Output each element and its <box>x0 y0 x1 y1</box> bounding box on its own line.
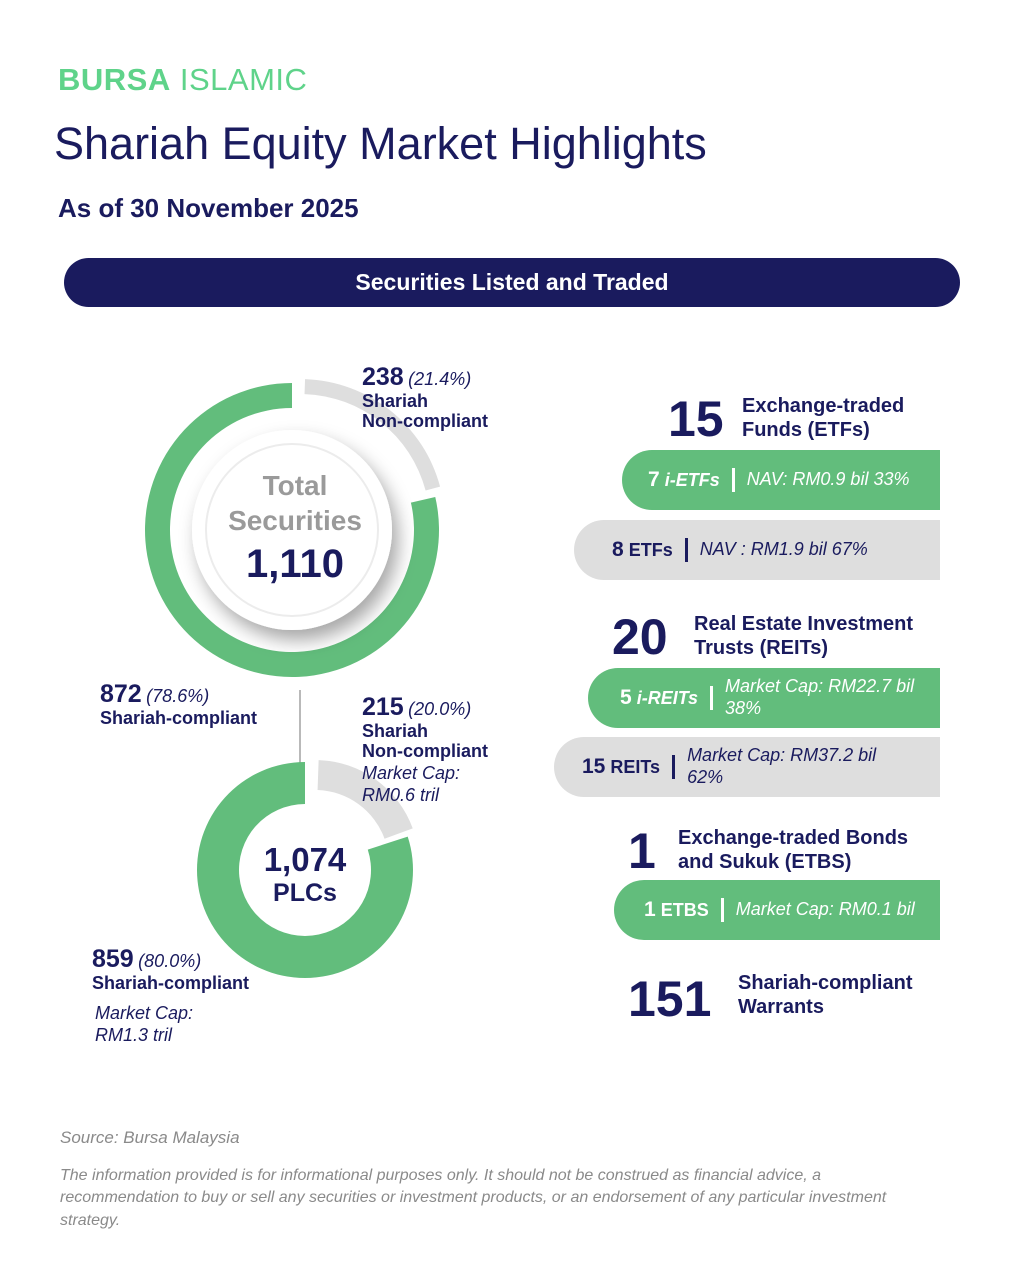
total-value: 1,110 <box>246 542 344 586</box>
source-note: Source: Bursa Malaysia <box>60 1128 240 1147</box>
reits-divider <box>672 755 676 779</box>
reits-detail-1: Market Cap: RM37.2 bil <box>687 745 877 766</box>
donut2-noncompliant-cap-2: RM0.6 tril <box>362 785 440 806</box>
donut2-compliant-label-text: Shariah-compliant <box>92 973 250 993</box>
reits-unit: REITs <box>610 756 661 777</box>
donut1-noncompliant-label: 238 (21.4%) Shariah Non-compliant <box>362 363 488 432</box>
warrants-label-1: Shariah-compliant <box>738 972 913 994</box>
reit-label-2: Trusts (REITs) <box>694 637 829 659</box>
reit-count: 20 <box>612 609 668 665</box>
donut2-noncompliant-label-2: Non-compliant <box>362 740 488 761</box>
donut2-noncompliant-count: 215 <box>362 693 404 721</box>
etbs-label-1: Exchange-traded Bonds <box>678 827 909 849</box>
etf-label-2: Funds (ETFs) <box>742 419 870 441</box>
total-securities-center-disc <box>192 430 392 630</box>
i-reits-divider <box>710 686 714 710</box>
etfs-pill: 8 ETFs NAV : RM1.9 bil 67% <box>574 520 940 580</box>
etbs-pill: 1 ETBS Market Cap: RM0.1 bil <box>614 880 940 940</box>
donut2-noncompliant-pct: (20.0%) <box>408 699 472 719</box>
etf-label-1: Exchange-traded <box>742 395 905 417</box>
i-reits-pill: 5 i-REITs Market Cap: RM22.7 bil 38% <box>588 668 940 728</box>
donut1-noncompliant-label-2: Non-compliant <box>362 410 488 431</box>
i-reits-num: 5 <box>620 686 632 709</box>
total-securities-center: Total Securities 1,110 <box>195 468 395 590</box>
i-etfs-num: 7 <box>648 468 660 491</box>
donut1-noncompliant-label-1: Shariah <box>362 391 429 411</box>
etf-count: 15 <box>668 391 724 447</box>
donut2-noncompliant-cap-1: Market Cap: <box>362 762 461 783</box>
donut1-compliant-count: 872 <box>100 680 142 708</box>
etbs-divider <box>720 898 724 922</box>
warrants-count: 151 <box>628 971 712 1027</box>
reit-label-1: Real Estate Investment <box>694 613 913 635</box>
etbs-label: Exchange-traded Bonds and Sukuk (ETBS) <box>678 826 908 874</box>
reits-num: 15 <box>582 755 606 778</box>
etbs-num: 1 <box>644 898 656 921</box>
donut2-compliant-count: 859 <box>92 945 134 973</box>
page-title: Shariah Equity Market Highlights <box>54 118 707 169</box>
i-reits-detail-2: 38% <box>725 698 762 718</box>
donut2-noncompliant-slice <box>317 760 413 839</box>
etfs-detail: NAV : RM1.9 bil 67% <box>699 539 868 560</box>
disclaimer: The information provided is for informat… <box>60 1167 887 1229</box>
etfs-num: 8 <box>612 538 624 561</box>
donut2-compliant-pct: (80.0%) <box>138 951 202 971</box>
plcs-value: 1,074 <box>263 841 347 878</box>
reits-detail: Market Cap: RM37.2 bil 62% <box>687 745 876 788</box>
plcs-label: PLCs <box>273 879 337 908</box>
donut1-compliant-label: 872 (78.6%) Shariah-compliant <box>100 680 257 729</box>
donut-charts <box>145 379 441 978</box>
i-reits-detail-1: Market Cap: RM22.7 bil <box>725 676 915 697</box>
donut1-noncompliant-slice <box>304 379 441 491</box>
i-etfs-divider <box>731 468 735 492</box>
donut2-noncompliant-label-1: Shariah <box>362 721 429 741</box>
etfs-divider <box>684 538 688 562</box>
brand-bold-text: BURSA <box>58 62 171 97</box>
donut1-compliant-pct: (78.6%) <box>146 686 210 706</box>
i-reits-unit: i-REITs <box>636 687 699 708</box>
donut2-compliant-slice <box>197 762 413 978</box>
brand-logo: BURSA ISLAMIC <box>58 62 307 98</box>
i-etfs-detail: NAV: RM0.9 bil 33% <box>746 469 910 490</box>
warrants-label: Shariah-compliant Warrants <box>738 971 912 1019</box>
etfs-unit: ETFs <box>628 539 673 560</box>
section-banner: Securities Listed and Traded <box>64 258 960 307</box>
total-label-1: Total <box>262 470 328 501</box>
i-etfs-pill: 7 i-ETFs NAV: RM0.9 bil 33% <box>622 450 940 510</box>
etf-label: Exchange-traded Funds (ETFs) <box>742 394 904 442</box>
etbs-detail: Market Cap: RM0.1 bil <box>735 899 915 920</box>
i-reits-detail: Market Cap: RM22.7 bil 38% <box>725 676 914 719</box>
donut2-compliant-label: 859 (80.0%) Shariah-compliant Market Cap… <box>92 945 249 1047</box>
plcs-center: 1,074 PLCs <box>225 841 385 908</box>
i-etfs-unit: i-ETFs <box>664 469 720 490</box>
etbs-unit: ETBS <box>660 899 709 920</box>
donut2-compliant-cap-1: Market Cap: <box>95 1002 194 1023</box>
reit-label: Real Estate Investment Trusts (REITs) <box>694 612 913 660</box>
etbs-count: 1 <box>628 823 656 879</box>
reits-pill: 15 REITs Market Cap: RM37.2 bil 62% <box>554 737 940 797</box>
as-of-date: As of 30 November 2025 <box>58 193 359 223</box>
total-label-2: Securities <box>228 505 362 536</box>
donut1-noncompliant-pct: (21.4%) <box>408 369 472 389</box>
donut1-compliant-label-text: Shariah-compliant <box>100 708 258 728</box>
etbs-label-2: and Sukuk (ETBS) <box>678 851 852 873</box>
warrants-label-2: Warrants <box>738 996 824 1018</box>
donut2-noncompliant-label: 215 (20.0%) Shariah Non-compliant Market… <box>362 693 488 807</box>
brand-light-text: ISLAMIC <box>179 62 308 97</box>
reits-detail-2: 62% <box>687 767 724 787</box>
donut1-noncompliant-count: 238 <box>362 363 404 391</box>
donut2-compliant-cap-2: RM1.3 tril <box>95 1025 173 1046</box>
